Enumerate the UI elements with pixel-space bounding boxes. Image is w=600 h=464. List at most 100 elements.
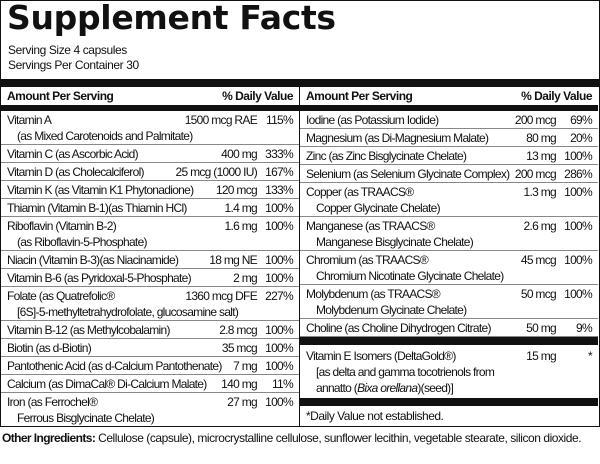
nutrient-name: Vitamin K (as Vitamin K1 Phytonadione) [7,183,194,197]
nutrient-row: Vitamin D (as Cholecalciferol) 25 mcg (10… [1,163,299,181]
botanical-name: Bixa orellana [357,381,418,395]
nutrient-amount: 50 mcg [520,287,557,301]
left-column: Amount Per Serving % Daily Value Vitamin … [1,87,300,426]
nutrient-dv: 11% [271,377,294,391]
nutrient-dv: 227% [265,289,294,303]
nutrient-source: Manganese Bisglycinate Chelate) [316,235,474,249]
nutrient-source: Chromium Nicotinate Glycinate Chelate) [316,269,504,283]
nutrient-row: Biotin (as d-Biotin) 35 mcg 100% [1,339,299,357]
nutrient-row: Calcium (as DimaCal® Di-Calcium Malate) 1… [1,375,299,393]
nutrient-name: Vitamin B-6 (as Pyridoxal-5-Phosphate) [7,271,192,285]
footnote: *Daily Value not established. [306,409,444,423]
nutrient-amount: 1500 mcg RAE [184,113,258,127]
nutrient-name: Chromium (as TRAACS® [306,253,429,267]
nutrient-row: Vitamin A 1500 mcg RAE 115% (as Mixed Carot… [1,111,299,145]
nutrient-dv: 69% [570,113,593,127]
nutrient-name: Molybdenum (as TRAACS® [306,287,441,301]
nutrient-source: [6S]-5-methyltetrahydrofolate, glucosami… [17,305,239,319]
nutrient-name: Biotin (as d-Biotin) [7,341,92,355]
servings-per-container: Servings Per Container 30 [8,58,139,72]
nutrient-dv: 100% [265,271,294,285]
nutrient-dv: 100% [265,323,294,337]
nutrient-dv: 333% [265,147,294,161]
nutrient-name: Vitamin C (as Ascorbic Acid) [7,147,139,161]
nutrient-dv: 20% [570,131,593,145]
nutrient-name: Calcium (as DimaCal® Di-Calcium Malate) [7,377,207,391]
nutrient-row: Vitamin C (as Ascorbic Acid) 400 mg 333% [1,145,299,163]
nutrient-name: Riboflavin (Vitamin B-2) [7,219,117,233]
nutrient-row: Zinc (as Zinc Bisglycinate Chelate) 13 mg… [300,147,598,165]
nutrient-row: Vitamin K (as Vitamin K1 Phytonadione) 12… [1,181,299,199]
panel-header: Supplement Facts Serving Size 4 capsules… [1,0,599,79]
nutrient-amount: 13 mg [526,149,557,163]
divider-bar [1,79,599,87]
nutrient-source: (as Mixed Carotenoids and Palmitate) [17,129,193,143]
nutrient-name: Vitamin D (as Cholecalciferol) [7,165,145,179]
supplement-facts-panel: Supplement Facts Serving Size 4 capsules… [0,0,600,427]
column-header: Amount Per Serving % Daily Value [1,87,299,105]
dv-header: % Daily Value [222,89,293,103]
nutrient-name: Niacin (Vitamin B-3)(as Niacinamide) [7,253,179,267]
nutrient-name: Pantothenic Acid (as d-Calcium Pantothen… [7,359,222,373]
nutrient-row: Thiamin (Vitamin B-1)(as Thiamin HCl) 1.4… [1,199,299,217]
nutrient-dv: 100% [564,185,593,199]
nutrient-amount: 1.6 mg [224,219,258,233]
nutrient-amount: 35 mcg [221,341,258,355]
other-ingredients-text: Cellulose (capsule), microcrystalline ce… [95,431,582,445]
nutrient-dv: * [588,349,593,363]
nutrient-row: Copper (as TRAACS® 1.3 mg 100% Copper Glyci… [300,183,598,217]
nutrient-row: Riboflavin (Vitamin B-2) 1.6 mg 100% (as Ri… [1,217,299,251]
nutrient-name: Zinc (as Zinc Bisglycinate Chelate) [306,149,467,163]
nutrient-dv: 100% [265,359,294,373]
nutrient-dv: 9% [576,321,593,335]
nutrient-row: Vitamin B-12 (as Methylcobalamin) 2.8 mcg… [1,321,299,339]
divider-bar [1,105,299,111]
nutrient-row: Pantothenic Acid (as d-Calcium Pantothen… [1,357,299,375]
nutrient-amount: 80 mg [526,131,557,145]
nutrient-dv: 100% [265,341,294,355]
nutrient-list: Vitamin A 1500 mcg RAE 115% (as Mixed Carot… [1,111,299,426]
nutrient-amount: 400 mg [221,147,258,161]
nutrient-dv: 100% [265,201,294,215]
nutrient-dv: 100% [564,219,593,233]
nutrient-name: Vitamin B-12 (as Methylcobalamin) [7,323,170,337]
nutrient-row: Niacin (Vitamin B-3)(as Niacinamide) 18 m… [1,251,299,269]
nutrient-name: Vitamin A [7,113,52,127]
nutrient-row: Folate (as Quatrefolic® 1360 mcg DFE 227% [… [1,287,299,321]
nutrient-row-vitamin-e: Vitamin E Isomers (DeltaGold®) 15 mg * [… [300,345,598,396]
nutrient-amount: 25 mcg (1000 IU) [175,165,257,179]
right-column: Amount Per Serving % Daily Value Iodine (… [300,87,598,426]
nutrient-list: Iodine (as Potassium Iodide) 200 mcg 69% Ma… [300,111,598,337]
nutrient-source: [as delta and gamma tocotrienols from [316,365,495,379]
nutrient-amount: 27 mg [227,395,258,409]
nutrient-amount: 15 mg [526,349,557,363]
nutrient-name: Magnesium (as Di-Magnesium Malate) [306,131,489,145]
other-ingredients: Other Ingredients: Cellulose (capsule), … [0,427,600,448]
nutrient-dv: 100% [265,253,294,267]
amount-header: Amount Per Serving [306,89,413,103]
nutrient-row: Iron (as Ferrochel® 27 mg 100% Ferrous Bisg… [1,393,299,426]
nutrient-source: Copper Glycinate Chelate) [316,201,441,215]
nutrient-amount: 2.6 mg [523,219,557,233]
nutrient-dv: 100% [564,149,593,163]
divider-bar [300,398,598,406]
other-ingredients-label: Other Ingredients: [2,431,96,445]
nutrient-dv: 115% [265,113,294,127]
nutrient-amount: 200 mcg [514,113,557,127]
divider-bar [300,105,598,111]
nutrient-amount: 1.4 mg [224,201,258,215]
serving-size: Serving Size 4 capsules [8,43,127,57]
nutrient-row: Molybdenum (as TRAACS® 50 mcg 100% Molybden… [300,285,598,319]
dv-header: % Daily Value [521,89,592,103]
panel-title: Supplement Facts [7,0,336,37]
nutrient-dv: 100% [564,253,593,267]
nutrient-amount: 120 mcg [215,183,258,197]
nutrient-amount: 200 mcg [514,167,557,181]
nutrient-name: Thiamin (Vitamin B-1)(as Thiamin HCl) [7,201,187,215]
nutrient-name: Folate (as Quatrefolic® [7,289,115,303]
nutrient-name: Copper (as TRAACS® [306,185,414,199]
amount-header: Amount Per Serving [7,89,114,103]
nutrient-dv: 286% [564,167,593,181]
divider-bar [300,337,598,345]
nutrient-dv: 100% [564,287,593,301]
